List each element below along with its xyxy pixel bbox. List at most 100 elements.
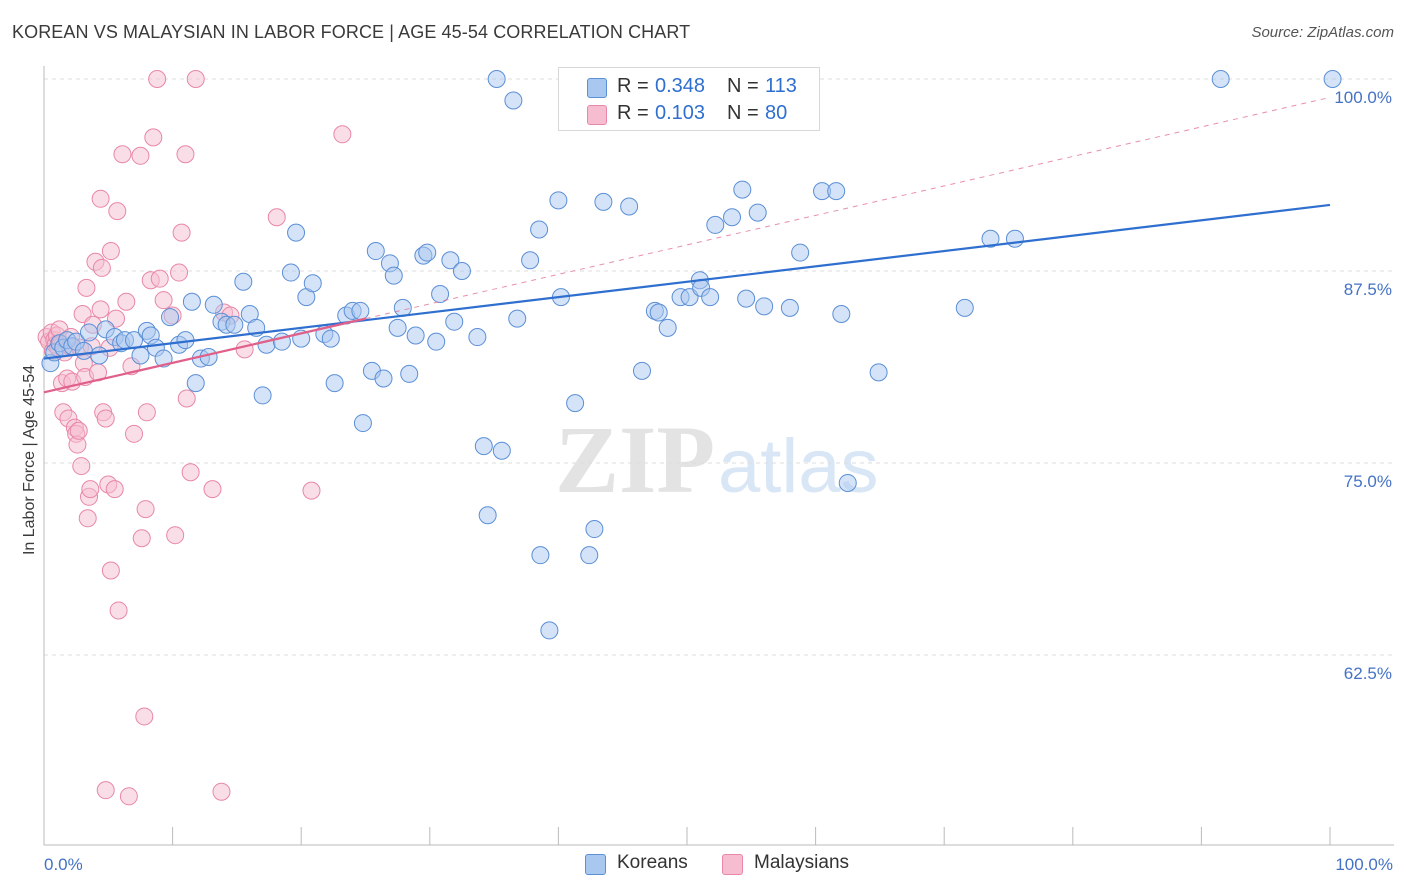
malaysian-point bbox=[77, 278, 96, 297]
n-value: 80 bbox=[765, 102, 788, 124]
korean-point bbox=[620, 197, 639, 216]
r-label: R = bbox=[617, 102, 649, 124]
korean-point bbox=[418, 243, 437, 262]
korean-point bbox=[186, 374, 205, 393]
koreans-swatch bbox=[587, 78, 607, 98]
korean-point bbox=[487, 70, 506, 88]
korean-point bbox=[832, 305, 851, 324]
chart-title: KOREAN VS MALAYSIAN IN LABOR FORCE | AGE… bbox=[12, 22, 691, 42]
malaysian-point bbox=[333, 125, 352, 144]
malaysian-point bbox=[212, 782, 231, 801]
malaysian-point bbox=[91, 300, 110, 319]
watermark-zip: ZIP bbox=[555, 406, 715, 513]
korean-point bbox=[234, 272, 253, 291]
r-value: 0.348 bbox=[655, 75, 706, 97]
legend-label-koreans: Koreans bbox=[617, 852, 688, 873]
korean-point bbox=[531, 546, 550, 565]
korean-point bbox=[955, 298, 974, 317]
n-label: N = bbox=[727, 102, 759, 124]
korean-point bbox=[1323, 70, 1342, 88]
malaysian-point bbox=[91, 189, 110, 208]
korean-point bbox=[325, 374, 344, 393]
trend-lines bbox=[43, 96, 1331, 394]
malaysian-point bbox=[109, 601, 128, 620]
korean-point bbox=[504, 91, 523, 110]
korean-point bbox=[733, 180, 752, 199]
korean-point bbox=[154, 349, 173, 368]
korean-point bbox=[869, 363, 888, 382]
koreans-points bbox=[41, 70, 1342, 640]
legend-row-koreans: R = 0.348 N = 113 bbox=[559, 74, 819, 102]
korean-point bbox=[452, 262, 471, 280]
malaysian-point bbox=[92, 258, 111, 277]
korean-point bbox=[281, 263, 300, 282]
korean-point bbox=[706, 215, 725, 234]
x-tick-labels: 0.0% 100.0% bbox=[44, 855, 1393, 874]
korean-point bbox=[225, 315, 244, 334]
korean-point bbox=[549, 191, 568, 210]
malaysian-point bbox=[96, 781, 115, 800]
malaysian-point bbox=[101, 561, 120, 580]
x-tick-label: 100.0% bbox=[1335, 855, 1393, 874]
korean-point bbox=[780, 298, 799, 317]
korean-point bbox=[321, 329, 340, 348]
malaysian-point bbox=[81, 480, 100, 499]
gridlines bbox=[44, 78, 1394, 656]
korean-point bbox=[80, 323, 99, 342]
korean-point bbox=[388, 318, 407, 337]
malaysian-point bbox=[105, 480, 124, 499]
x-tick-label: 0.0% bbox=[44, 855, 83, 874]
korean-point bbox=[427, 332, 446, 351]
watermark: ZIP atlas bbox=[555, 406, 879, 513]
malaysian-point bbox=[108, 202, 127, 221]
korean-point bbox=[566, 394, 585, 413]
korean-point bbox=[981, 229, 1000, 248]
malaysian-point bbox=[186, 70, 205, 88]
malaysian-point bbox=[166, 526, 185, 545]
korean-point bbox=[131, 346, 150, 365]
malaysians-swatch bbox=[722, 854, 743, 875]
korean-point bbox=[182, 292, 201, 311]
malaysian-point bbox=[113, 145, 132, 164]
r-label: R = bbox=[617, 75, 649, 97]
y-tick-labels: 100.0% 87.5% 75.0% 62.5% bbox=[1334, 88, 1392, 683]
watermark-atlas: atlas bbox=[718, 424, 879, 509]
malaysian-point bbox=[144, 128, 163, 147]
korean-point bbox=[253, 386, 272, 405]
korean-point bbox=[441, 251, 460, 270]
malaysian-point bbox=[172, 223, 191, 242]
koreans-trend-line bbox=[43, 203, 1331, 360]
y-tick-label: 62.5% bbox=[1344, 664, 1392, 683]
koreans-swatch bbox=[585, 854, 606, 875]
n-value: 113 bbox=[765, 75, 797, 97]
korean-point bbox=[701, 288, 720, 307]
malaysian-point bbox=[131, 146, 150, 165]
korean-point bbox=[658, 318, 677, 337]
korean-point bbox=[353, 414, 372, 433]
korean-point bbox=[521, 251, 540, 270]
korean-point bbox=[755, 297, 774, 316]
malaysian-point bbox=[150, 269, 169, 288]
malaysian-point bbox=[203, 480, 222, 499]
korean-point bbox=[351, 301, 370, 320]
y-tick-label: 75.0% bbox=[1344, 472, 1392, 491]
korean-point bbox=[478, 506, 497, 525]
series-legend: Koreans Malaysians bbox=[0, 852, 1406, 876]
korean-point bbox=[540, 621, 559, 640]
legend-label-malaysians: Malaysians bbox=[754, 852, 850, 873]
korean-point bbox=[161, 308, 180, 327]
korean-point bbox=[585, 520, 604, 539]
korean-point bbox=[737, 289, 756, 308]
korean-point bbox=[1005, 229, 1024, 248]
korean-point bbox=[204, 295, 223, 314]
y-tick-label: 100.0% bbox=[1334, 88, 1392, 107]
korean-point bbox=[1211, 70, 1230, 88]
malaysian-point bbox=[267, 208, 286, 227]
korean-point bbox=[384, 266, 403, 285]
malaysians-trend-line bbox=[43, 317, 366, 394]
korean-point bbox=[400, 364, 419, 383]
malaysian-point bbox=[136, 500, 155, 519]
malaysian-point bbox=[135, 707, 154, 726]
malaysian-point bbox=[154, 291, 173, 310]
